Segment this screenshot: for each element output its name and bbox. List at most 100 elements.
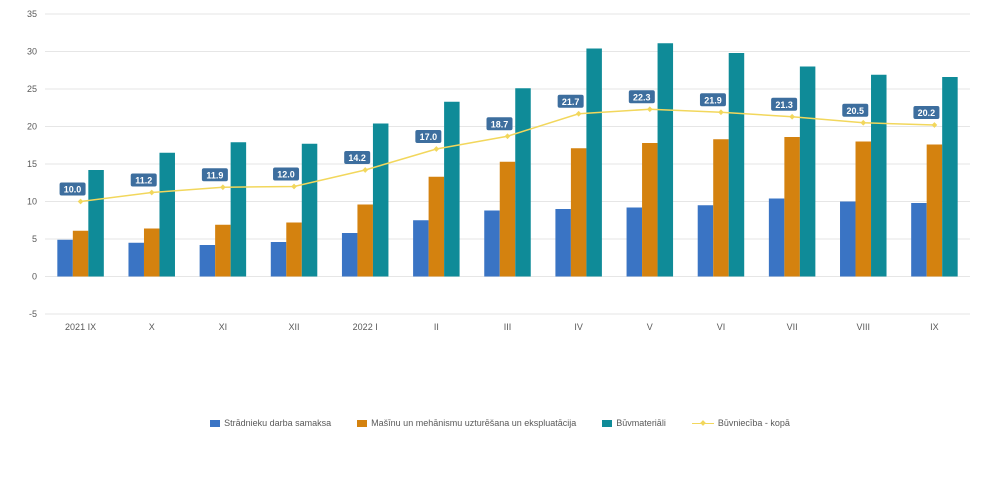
data-label: 20.2: [918, 108, 936, 118]
line-marker: [433, 146, 440, 152]
bar-series-1: [341, 233, 358, 277]
x-tick-label: X: [149, 322, 155, 332]
x-tick-label: XI: [219, 322, 228, 332]
x-tick-label: IV: [574, 322, 583, 332]
x-tick-label: VII: [787, 322, 798, 332]
y-tick-label: -5: [29, 309, 37, 319]
data-label: 18.7: [491, 119, 509, 129]
legend-item: Strādnieku darba samaksa: [210, 418, 331, 428]
line-marker: [718, 109, 724, 116]
line-marker: [931, 122, 938, 128]
x-tick-label: VI: [717, 322, 726, 332]
y-tick-label: 20: [27, 122, 37, 132]
data-label: 11.2: [135, 176, 152, 186]
bar-series-3: [586, 48, 602, 277]
y-tick-label: 10: [27, 197, 37, 207]
line-marker: [362, 167, 369, 173]
line-marker: [504, 133, 511, 140]
legend-swatch: [357, 419, 368, 427]
bar-series-3: [728, 53, 745, 277]
line-marker: [291, 183, 297, 190]
line-marker: [575, 110, 582, 117]
data-label-bg: [842, 103, 869, 117]
bar-series-2: [357, 204, 373, 277]
x-tick-label: XII: [289, 322, 300, 332]
data-label: 17.0: [420, 132, 438, 142]
line-marker: [148, 189, 155, 196]
bar-series-1: [626, 207, 643, 277]
bar-series-2: [784, 137, 800, 277]
legend-item: Mašīnu un mehānismu uzturēšana un eksplu…: [357, 418, 576, 428]
bar-series-3: [88, 170, 104, 277]
y-tick-label: 5: [32, 234, 37, 244]
bar-series-1: [270, 242, 287, 277]
bar-series-3: [942, 77, 958, 277]
legend-swatch: [210, 419, 221, 427]
legend: Strādnieku darba samaksa Mašīnu un mehāni…: [0, 418, 1000, 428]
bar-series-2: [926, 144, 943, 277]
data-label-bg: [59, 182, 86, 196]
y-tick-label: 0: [32, 272, 37, 282]
x-tick-label: 2021 IX: [65, 322, 96, 332]
bar-series-1: [413, 220, 429, 277]
legend-item: Būvniecība - kopā: [691, 418, 790, 428]
data-label-bg: [699, 93, 726, 107]
line-marker: [646, 106, 653, 113]
bar-series-1: [555, 209, 571, 277]
bar-series-1: [128, 242, 144, 277]
bar-series-1: [57, 239, 73, 277]
bar-series-1: [484, 210, 500, 277]
data-label-bg: [628, 90, 655, 104]
data-label: 20.5: [847, 106, 865, 116]
line-marker: [789, 113, 795, 120]
bar-series-2: [143, 228, 160, 277]
legend-label: Būvmateriāli: [616, 418, 666, 428]
bar-series-2: [72, 230, 89, 277]
bar-series-2: [499, 161, 516, 277]
bar-series-1: [199, 245, 216, 277]
data-label: 22.3: [633, 92, 651, 102]
bar-series-3: [657, 43, 674, 277]
bar-series-1: [697, 205, 714, 277]
bar-series-2: [855, 141, 872, 277]
data-label-bg: [486, 117, 513, 131]
bar-series-3: [799, 66, 816, 277]
data-label-bg: [771, 97, 798, 111]
bar-series-3: [444, 101, 460, 277]
x-tick-label: III: [504, 322, 512, 332]
bar-series-3: [230, 142, 247, 277]
data-label-bg: [130, 173, 157, 187]
bar-series-2: [428, 176, 445, 277]
legend-label: Būvniecība - kopā: [717, 418, 790, 428]
bar-series-3: [159, 152, 175, 277]
data-label-bg: [273, 167, 300, 181]
x-tick-label: IX: [930, 322, 939, 332]
data-label: 10.0: [64, 185, 82, 195]
data-label-bg: [344, 151, 371, 164]
bar-series-2: [215, 224, 231, 277]
data-label: 21.9: [704, 95, 722, 105]
data-label-bg: [913, 106, 940, 119]
legend-item: Būvmateriāli: [602, 418, 666, 428]
y-tick-label: 30: [27, 47, 37, 57]
data-label: 11.9: [206, 170, 223, 180]
bar-series-2: [642, 143, 658, 277]
bar-series-3: [871, 74, 887, 277]
bar-series-2: [713, 139, 729, 277]
bar-series-3: [301, 143, 318, 277]
line-marker: [77, 198, 84, 205]
x-tick-label: II: [434, 322, 439, 332]
data-label: 21.3: [775, 100, 793, 110]
data-label-bg: [557, 94, 584, 108]
y-tick-label: 15: [27, 159, 37, 169]
x-tick-label: V: [647, 322, 653, 332]
data-label: 12.0: [277, 170, 295, 180]
bar-series-2: [570, 148, 587, 277]
data-label-bg: [415, 130, 442, 143]
legend-swatch: [691, 420, 714, 427]
line-marker: [860, 119, 867, 126]
bar-series-2: [286, 222, 302, 277]
data-label: 14.2: [348, 153, 366, 163]
